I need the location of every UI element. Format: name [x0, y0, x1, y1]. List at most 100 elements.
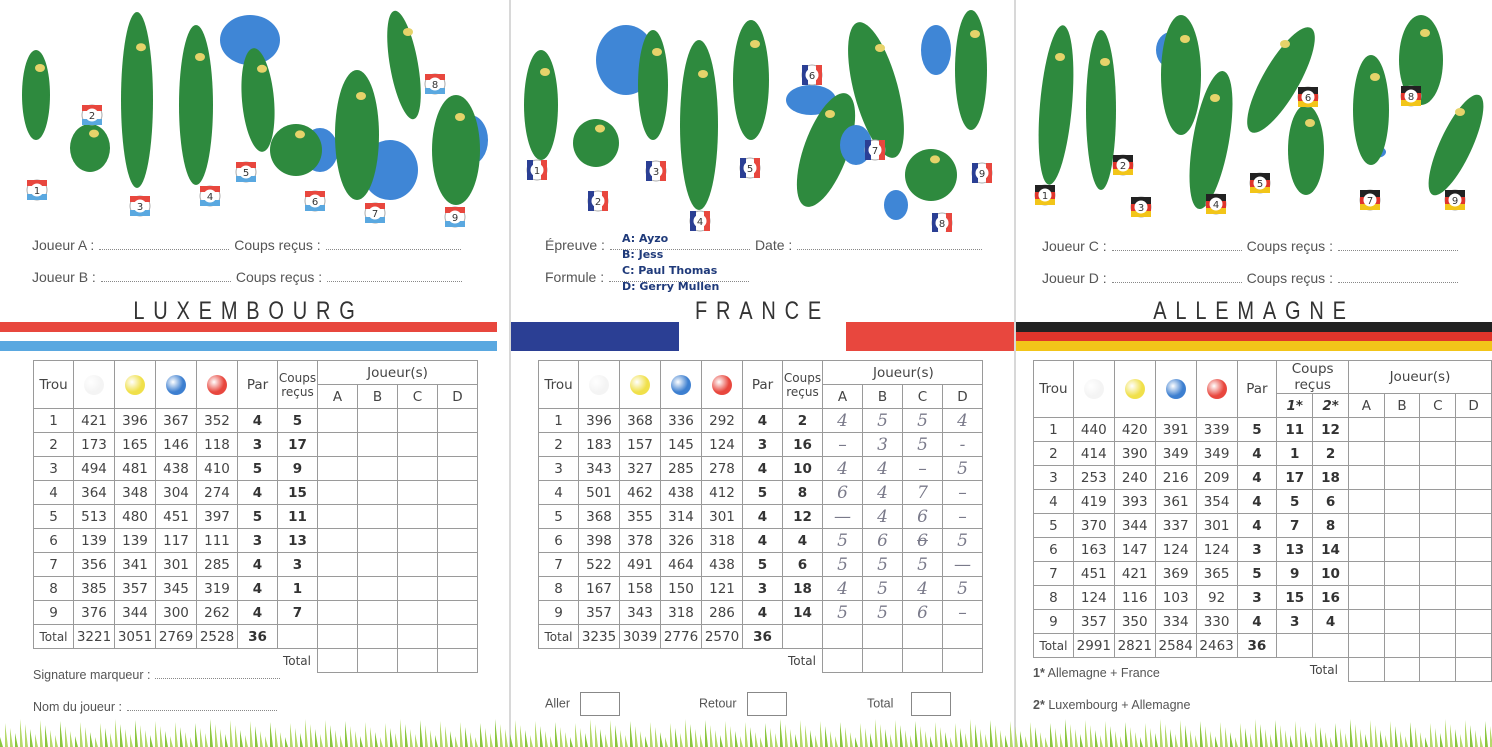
- score-cell[interactable]: [1383, 585, 1421, 610]
- score-cell[interactable]: [1419, 537, 1457, 562]
- score-cell[interactable]: [1347, 537, 1385, 562]
- player-total-cell[interactable]: [317, 648, 358, 673]
- score-cell[interactable]: [1383, 561, 1421, 586]
- score-cell[interactable]: [1419, 489, 1457, 514]
- score-cell[interactable]: 6: [902, 504, 943, 529]
- player-total-cell[interactable]: [1347, 657, 1385, 682]
- score-cell[interactable]: 4: [822, 456, 863, 481]
- player-total-cell[interactable]: [397, 648, 438, 673]
- score-cell[interactable]: [1347, 561, 1385, 586]
- score-cell[interactable]: 5: [862, 552, 903, 577]
- score-cell[interactable]: [317, 480, 358, 505]
- score-cell[interactable]: 6: [902, 600, 943, 625]
- score-cell[interactable]: 6: [862, 528, 903, 553]
- score-cell[interactable]: 4: [942, 408, 983, 433]
- score-cell[interactable]: [1347, 585, 1385, 610]
- score-cell[interactable]: [317, 552, 358, 577]
- score-cell[interactable]: [397, 432, 438, 457]
- score-cell[interactable]: [1455, 513, 1492, 538]
- score-cell[interactable]: [1419, 585, 1457, 610]
- score-cell[interactable]: —: [942, 552, 983, 577]
- score-cell[interactable]: [1383, 537, 1421, 562]
- score-cell[interactable]: 4: [862, 504, 903, 529]
- score-total-cell[interactable]: [1347, 633, 1385, 658]
- score-cell[interactable]: [437, 456, 478, 481]
- score-cell[interactable]: [1419, 465, 1457, 490]
- strokes-c-field[interactable]: [1337, 239, 1458, 251]
- player-total-cell[interactable]: [1383, 657, 1421, 682]
- score-total-cell[interactable]: [397, 624, 438, 649]
- player-total-cell[interactable]: [1419, 657, 1457, 682]
- player-c-field[interactable]: [1111, 239, 1242, 251]
- score-cell[interactable]: [1347, 465, 1385, 490]
- out-total-box[interactable]: [580, 692, 621, 716]
- player-total-cell[interactable]: [437, 648, 478, 673]
- score-cell[interactable]: [1383, 417, 1421, 442]
- player-total-cell[interactable]: [1455, 657, 1492, 682]
- score-cell[interactable]: [357, 552, 398, 577]
- score-cell[interactable]: [317, 432, 358, 457]
- score-cell[interactable]: [357, 504, 398, 529]
- score-cell[interactable]: 7: [902, 480, 943, 505]
- score-total-cell[interactable]: [357, 624, 398, 649]
- score-cell[interactable]: [317, 576, 358, 601]
- score-cell[interactable]: [1455, 417, 1492, 442]
- score-cell[interactable]: 5: [942, 576, 983, 601]
- score-cell[interactable]: [1455, 561, 1492, 586]
- score-cell[interactable]: [397, 456, 438, 481]
- player-a-field[interactable]: [99, 238, 230, 250]
- score-cell[interactable]: [1347, 417, 1385, 442]
- score-cell[interactable]: 4: [862, 456, 903, 481]
- score-cell[interactable]: [1383, 489, 1421, 514]
- score-cell[interactable]: [397, 408, 438, 433]
- score-cell[interactable]: [1383, 441, 1421, 466]
- score-cell[interactable]: [357, 456, 398, 481]
- score-total-cell[interactable]: [822, 624, 863, 649]
- score-total-cell[interactable]: [317, 624, 358, 649]
- score-total-cell[interactable]: [862, 624, 903, 649]
- score-cell[interactable]: –: [902, 456, 943, 481]
- score-cell[interactable]: [1347, 513, 1385, 538]
- score-cell[interactable]: [1383, 609, 1421, 634]
- score-cell[interactable]: 4: [862, 480, 903, 505]
- score-cell[interactable]: [357, 600, 398, 625]
- strokes-d-field[interactable]: [1337, 271, 1458, 283]
- score-total-cell[interactable]: [1383, 633, 1421, 658]
- score-cell[interactable]: [1455, 489, 1492, 514]
- score-cell[interactable]: [317, 600, 358, 625]
- score-cell[interactable]: –: [822, 432, 863, 457]
- player-total-cell[interactable]: [822, 648, 863, 673]
- score-cell[interactable]: 5: [942, 528, 983, 553]
- signature-field[interactable]: [155, 667, 281, 679]
- score-cell[interactable]: 5: [822, 600, 863, 625]
- score-cell[interactable]: [397, 528, 438, 553]
- score-cell[interactable]: [357, 408, 398, 433]
- score-cell[interactable]: [397, 600, 438, 625]
- score-cell[interactable]: [357, 576, 398, 601]
- score-cell[interactable]: [437, 480, 478, 505]
- score-cell[interactable]: [437, 576, 478, 601]
- strokes-a-field[interactable]: [325, 238, 461, 250]
- score-total-cell[interactable]: [437, 624, 478, 649]
- score-cell[interactable]: [397, 480, 438, 505]
- score-cell[interactable]: [317, 456, 358, 481]
- score-cell[interactable]: 4: [902, 576, 943, 601]
- score-cell[interactable]: [357, 432, 398, 457]
- score-cell[interactable]: [1383, 465, 1421, 490]
- score-cell[interactable]: -: [942, 432, 983, 457]
- score-cell[interactable]: [437, 432, 478, 457]
- score-cell[interactable]: 6: [822, 480, 863, 505]
- player-name-field[interactable]: [126, 699, 277, 711]
- score-cell[interactable]: –: [942, 480, 983, 505]
- score-cell[interactable]: [1455, 537, 1492, 562]
- score-cell[interactable]: [437, 504, 478, 529]
- score-total-cell[interactable]: [942, 624, 983, 649]
- score-cell[interactable]: [397, 552, 438, 577]
- score-cell[interactable]: –: [942, 600, 983, 625]
- score-cell[interactable]: [357, 528, 398, 553]
- score-cell[interactable]: 4: [822, 408, 863, 433]
- score-cell[interactable]: 5: [902, 408, 943, 433]
- score-cell[interactable]: [317, 504, 358, 529]
- score-cell[interactable]: [1419, 561, 1457, 586]
- event-field[interactable]: [609, 238, 750, 250]
